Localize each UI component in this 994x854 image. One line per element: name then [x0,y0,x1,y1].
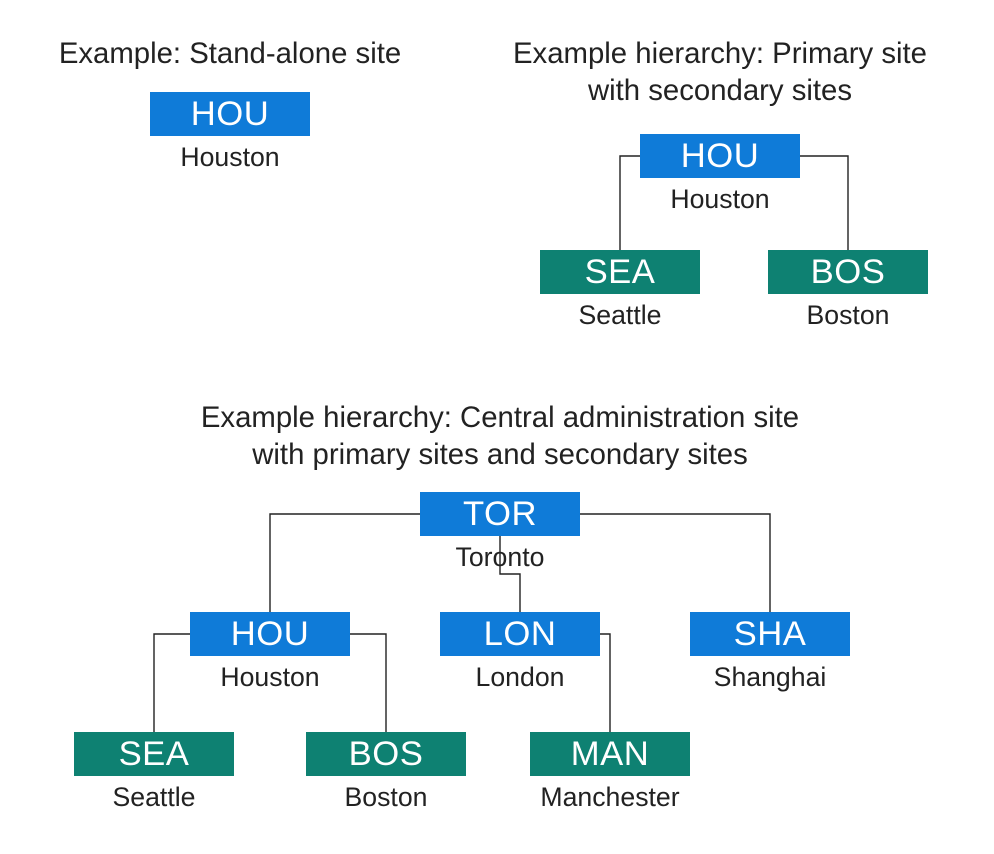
cas-title-line1: Example hierarchy: Central administratio… [201,401,799,434]
node-code: BOS [811,253,886,292]
node-sea-cas: SEA [74,732,234,776]
node-label-sea-cas: Seattle [74,782,234,813]
node-label-hou-cas: Houston [190,662,350,693]
node-code: HOU [231,615,310,654]
node-man: MAN [530,732,690,776]
primary-secondary-title-line1: Example hierarchy: Primary site [513,37,927,70]
connector [154,634,190,732]
connector [580,514,770,612]
node-label-sea-secondary: Seattle [540,300,700,331]
cas-title: Example hierarchy: Central administratio… [170,400,830,473]
node-label-hou-primary: Houston [640,184,800,215]
node-label-tor: Toronto [420,542,580,573]
primary-secondary-title: Example hierarchy: Primary site with sec… [490,36,950,109]
node-code: SEA [119,735,190,774]
node-code: MAN [571,735,650,774]
node-code: SHA [734,615,807,654]
node-sea-secondary: SEA [540,250,700,294]
node-code: SEA [585,253,656,292]
node-label-sha: Shanghai [690,662,850,693]
node-label-bos-secondary: Boston [768,300,928,331]
primary-secondary-title-line2: with secondary sites [588,74,852,107]
node-label-man: Manchester [530,782,690,813]
stage: Example: Stand-alone site Example hierar… [0,0,994,854]
connector [350,634,386,732]
connector [620,156,640,250]
standalone-title: Example: Stand-alone site [50,36,410,73]
node-hou-cas: HOU [190,612,350,656]
node-hou-standalone: HOU [150,92,310,136]
node-code: BOS [349,735,424,774]
standalone-title-line1: Example: Stand-alone site [59,37,401,70]
node-lon: LON [440,612,600,656]
cas-title-line2: with primary sites and secondary sites [252,438,748,471]
node-code: LON [484,615,557,654]
node-label-bos-cas: Boston [306,782,466,813]
connector [270,514,420,612]
node-sha: SHA [690,612,850,656]
node-code: HOU [681,137,760,176]
connector [600,634,610,732]
node-bos-secondary: BOS [768,250,928,294]
node-tor: TOR [420,492,580,536]
node-label-hou-standalone: Houston [150,142,310,173]
node-code: TOR [463,495,537,534]
node-label-lon: London [440,662,600,693]
node-code: HOU [191,95,270,134]
node-bos-cas: BOS [306,732,466,776]
connector [800,156,848,250]
node-hou-primary: HOU [640,134,800,178]
